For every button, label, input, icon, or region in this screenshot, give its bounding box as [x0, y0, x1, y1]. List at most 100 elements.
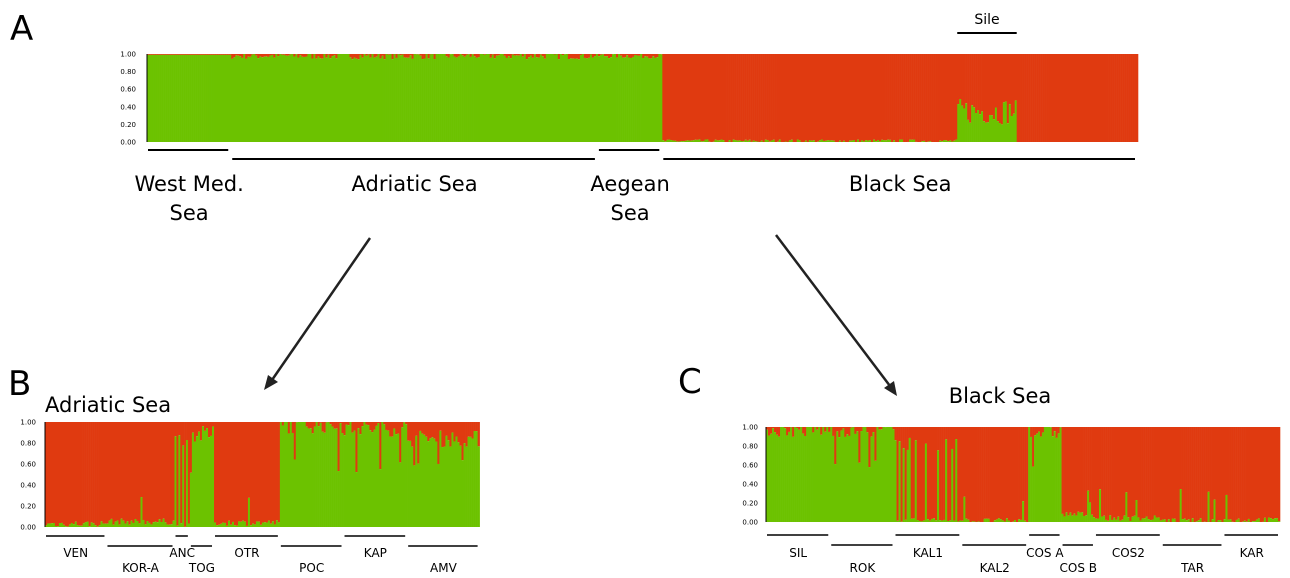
bar-cluster-2	[165, 54, 168, 55]
bar-cluster-2	[1061, 427, 1064, 514]
y-tick-label: 0.40	[120, 103, 136, 111]
bar-cluster-1	[425, 436, 428, 527]
bar-cluster-1	[403, 57, 406, 142]
bar-cluster-2	[241, 54, 244, 58]
bar-cluster-1	[1133, 515, 1136, 522]
bar-cluster-2	[1046, 54, 1049, 142]
bar-cluster-1	[399, 55, 402, 142]
bar-cluster-2	[142, 422, 145, 520]
bar-cluster-2	[1171, 427, 1175, 519]
bar-cluster-2	[157, 54, 160, 55]
bar-cluster-2	[796, 427, 799, 429]
bar-cluster-1	[1013, 519, 1017, 522]
bar-cluster-2	[245, 422, 249, 526]
bar-cluster-2	[176, 422, 179, 526]
bar-cluster-1	[291, 54, 294, 142]
bar-cluster-2	[648, 54, 651, 59]
bar-cluster-2	[854, 54, 858, 142]
bar-cluster-1	[307, 54, 310, 142]
bar-cluster-1	[86, 521, 89, 527]
bar-cluster-1	[1163, 519, 1167, 522]
bar-cluster-2	[768, 427, 771, 436]
bar-cluster-1	[151, 54, 154, 142]
bar-cluster-1	[887, 139, 890, 142]
bar-cluster-2	[375, 422, 378, 426]
bar-cluster-1	[307, 428, 311, 527]
bar-cluster-2	[1063, 427, 1066, 517]
bar-cluster-1	[255, 55, 258, 142]
bar-cluster-1	[583, 57, 587, 143]
bar-cluster-2	[704, 54, 707, 140]
bar-cluster-2	[193, 54, 196, 55]
bar-cluster-2	[521, 54, 525, 57]
bar-cluster-2	[122, 422, 125, 521]
bar-cluster-1	[163, 54, 166, 142]
bar-cluster-1	[1183, 518, 1186, 522]
bar-cluster-2	[941, 54, 944, 142]
population-label: ROK	[850, 561, 877, 575]
panel-title: Black Sea	[949, 384, 1052, 408]
bar-cluster-1	[1147, 519, 1150, 522]
bar-cluster-2	[1253, 427, 1257, 522]
bar-cluster-2	[880, 427, 883, 430]
bar-cluster-1	[174, 436, 177, 527]
bar-cluster-1	[866, 432, 869, 522]
bar-cluster-2	[174, 422, 177, 437]
bar-cluster-2	[329, 422, 332, 425]
bar-cluster-2	[1211, 427, 1214, 520]
bar-cluster-1	[189, 472, 193, 527]
bar-cluster-2	[421, 54, 424, 60]
bar-cluster-2	[808, 54, 812, 141]
bar-cluster-2	[527, 54, 531, 58]
bar-cluster-2	[682, 54, 685, 142]
bar-cluster-1	[858, 462, 861, 522]
bar-cluster-1	[279, 422, 283, 527]
bar-cluster-1	[383, 59, 386, 142]
bar-cluster-2	[591, 54, 595, 58]
bar-cluster-1	[186, 440, 189, 527]
bar-cluster-2	[1273, 427, 1277, 519]
bar-cluster-1	[810, 427, 813, 522]
bar-cluster-2	[445, 54, 448, 57]
bar-cluster-2	[110, 422, 113, 519]
bar-cluster-1	[984, 122, 988, 142]
bar-cluster-2	[138, 422, 141, 524]
bar-cluster-2	[802, 427, 805, 434]
bar-cluster-2	[1261, 427, 1265, 522]
bar-cluster-1	[513, 55, 517, 142]
bar-cluster-2	[48, 422, 52, 524]
bar-cluster-1	[924, 443, 928, 522]
bar-cluster-1	[369, 430, 372, 527]
bar-cluster-2	[992, 54, 996, 120]
bar-cluster-2	[126, 422, 129, 522]
bar-cluster-1	[666, 139, 669, 142]
bar-cluster-2	[261, 422, 265, 523]
bar-cluster-1	[277, 56, 280, 143]
bar-cluster-2	[993, 427, 997, 521]
bar-cluster-2	[1066, 54, 1069, 142]
bar-cluster-1	[1197, 520, 1200, 522]
bar-cluster-2	[650, 54, 653, 59]
bar-cluster-2	[860, 54, 864, 141]
bar-cluster-1	[780, 427, 783, 522]
bar-cluster-2	[770, 54, 773, 141]
bar-cluster-2	[1119, 427, 1122, 521]
bar-cluster-1	[567, 59, 571, 142]
bar-cluster-1	[914, 440, 918, 522]
bar-cluster-2	[1141, 427, 1144, 519]
bar-cluster-1	[1255, 519, 1259, 522]
bar-cluster-1	[235, 55, 238, 143]
bar-cluster-2	[1109, 427, 1112, 516]
bar-cluster-1	[923, 140, 926, 142]
bar-cluster-1	[387, 430, 390, 527]
bar-cluster-1	[239, 521, 243, 527]
bar-cluster-1	[994, 107, 998, 142]
bar-cluster-1	[168, 524, 171, 527]
bar-cluster-2	[247, 422, 251, 498]
bar-cluster-1	[547, 54, 551, 142]
bar-cluster-1	[154, 521, 157, 527]
bar-cluster-2	[393, 422, 396, 429]
bar-cluster-1	[802, 433, 805, 522]
bar-cluster-2	[273, 54, 276, 58]
bar-cluster-1	[275, 520, 279, 527]
